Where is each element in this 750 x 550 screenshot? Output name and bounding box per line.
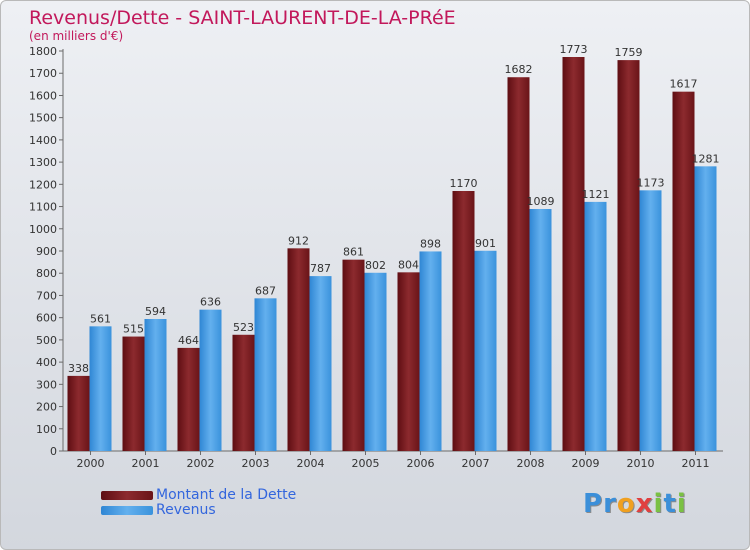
x-tick-label: 2004 [297,457,325,470]
x-tick-label: 2000 [77,457,105,470]
y-tick-label: 700 [36,289,57,302]
data-label: 804 [398,258,419,271]
data-label: 1773 [560,43,588,56]
data-label: 1759 [615,46,643,59]
data-label: 898 [420,237,441,250]
x-tick-label: 2005 [352,457,380,470]
y-tick-label: 1800 [29,45,57,58]
y-tick-label: 1000 [29,223,57,236]
data-label: 464 [178,334,199,347]
bar-debt [342,259,365,451]
x-tick-label: 2008 [517,457,545,470]
bar-debt [122,336,145,451]
y-tick-label: 1600 [29,89,57,102]
data-label: 1281 [692,152,720,165]
bar-debt [67,375,90,451]
data-label: 1170 [450,177,478,190]
data-label: 802 [365,259,386,272]
x-tick-label: 2009 [572,457,600,470]
data-label: 515 [123,323,144,336]
bar-debt [672,91,695,452]
bar-revenue [254,298,277,451]
legend-swatch-revenue [101,506,153,515]
data-label: 636 [200,296,221,309]
y-tick-label: 1100 [29,201,57,214]
y-tick-label: 1700 [29,67,57,80]
y-tick-label: 1200 [29,178,57,191]
x-tick-label: 2001 [132,457,160,470]
x-tick-label: 2002 [187,457,215,470]
y-tick-label: 500 [36,334,57,347]
data-label: 861 [343,246,364,259]
bar-revenue [639,190,662,452]
chart-subtitle: (en milliers d'€) [29,29,124,43]
bar-debt [507,77,530,451]
chart-title: Revenus/Dette - SAINT-LAURENT-DE-LA-PRéE [29,7,456,29]
bar-debt [617,60,640,451]
data-label: 687 [255,284,276,297]
bar-revenue [89,326,112,451]
y-tick-label: 0 [50,445,57,458]
data-label: 1682 [505,63,533,76]
bar-debt [177,347,200,451]
bar-revenue [199,309,222,451]
data-label: 594 [145,305,166,318]
y-tick-label: 100 [36,423,57,436]
logo-letter: r [603,489,617,519]
logo-letter: i [676,489,687,519]
data-label: 787 [310,262,331,275]
bar-debt [452,191,475,451]
bar-debt [562,57,585,451]
x-tick-label: 2011 [682,457,710,470]
logo-letter: P [583,489,604,519]
data-label: 912 [288,234,309,247]
legend-swatch-debt [101,491,153,500]
data-label: 1173 [637,176,665,189]
logo-letter: i [653,489,664,519]
bar-debt [232,334,255,451]
bar-revenue [584,201,607,451]
data-label: 338 [68,362,89,375]
bar-revenue [474,250,497,451]
y-tick-label: 600 [36,312,57,325]
x-tick-label: 2006 [407,457,435,470]
y-tick-label: 1500 [29,112,57,125]
bar-revenue [144,319,167,451]
bar-revenue [309,276,332,451]
x-tick-label: 2007 [462,457,490,470]
y-tick-label: 1300 [29,156,57,169]
bar-revenue [694,166,717,452]
data-label: 1089 [527,195,555,208]
y-tick-label: 200 [36,401,57,414]
data-label: 523 [233,321,254,334]
bar-revenue [419,251,442,451]
data-label: 901 [475,237,496,250]
logo-letter: t [663,489,677,519]
y-tick-label: 1400 [29,134,57,147]
data-label: 1617 [670,78,698,91]
legend-label-revenue: Revenus [156,502,216,518]
bar-revenue [364,272,387,451]
data-label: 561 [90,312,111,325]
logo-letter: o [616,489,636,519]
bar-revenue [529,209,552,451]
proxiti-logo: Proxiti [583,489,687,519]
x-tick-label: 2010 [627,457,655,470]
legend-label-debt: Montant de la Dette [156,487,297,503]
bar-debt [287,248,310,451]
y-tick-label: 400 [36,356,57,369]
bar-debt [397,272,420,451]
y-tick-label: 800 [36,267,57,280]
y-tick-label: 900 [36,245,57,258]
y-tick-label: 300 [36,378,57,391]
data-label: 1121 [582,188,610,201]
x-tick-label: 2003 [242,457,270,470]
logo-letter: x [635,489,654,519]
